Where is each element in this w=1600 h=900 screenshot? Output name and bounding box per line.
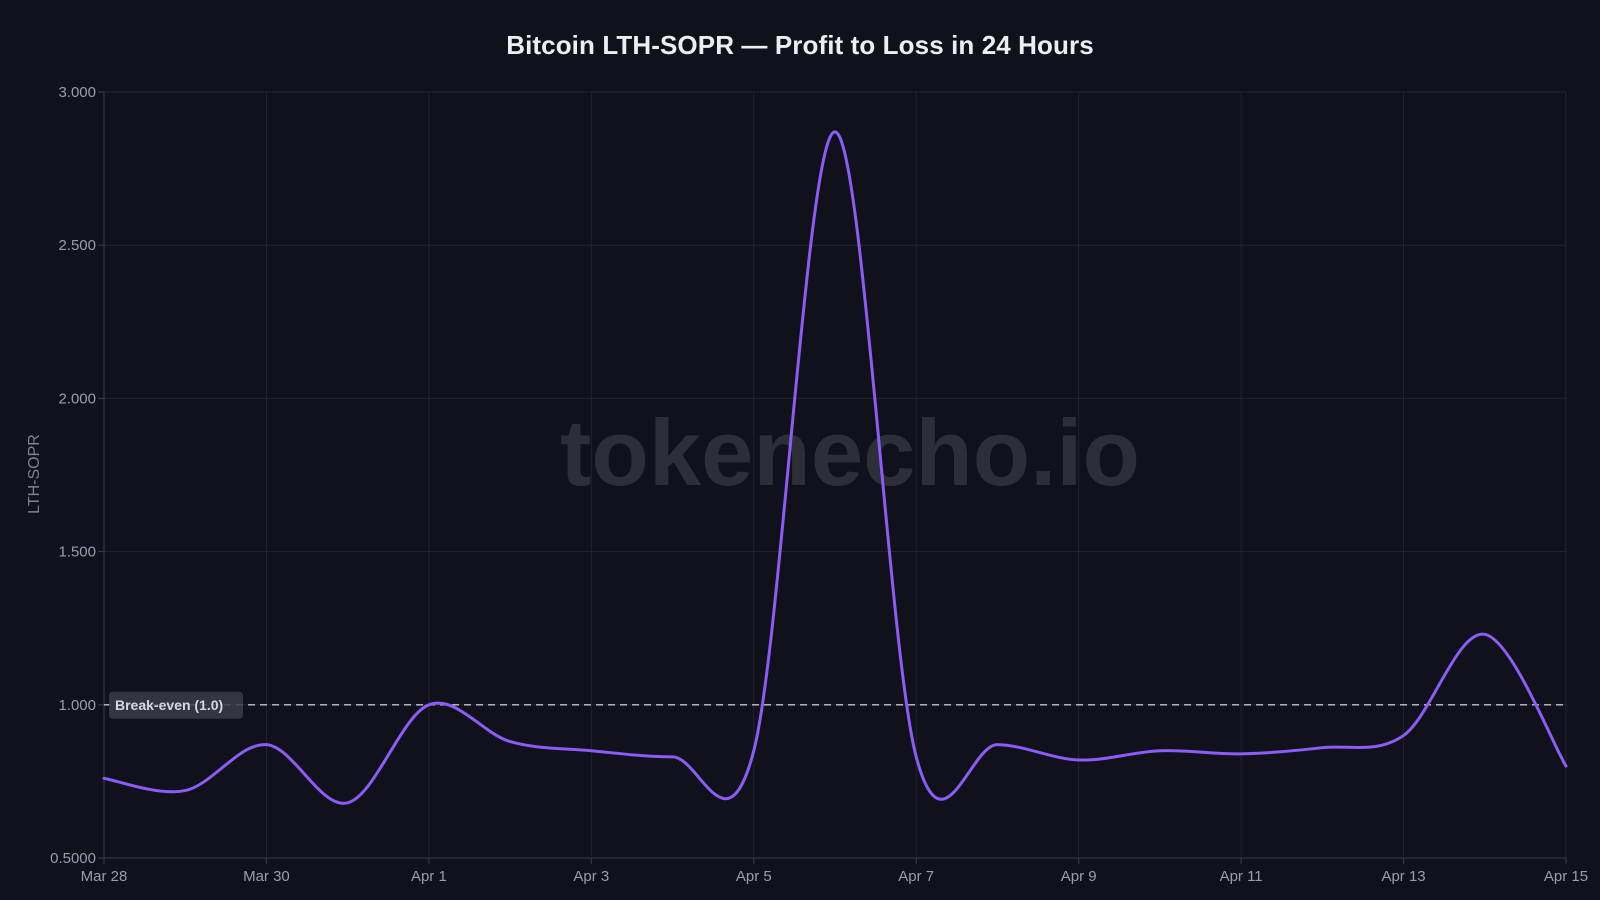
x-tick-label: Apr 15: [1544, 868, 1588, 885]
y-tick-label: 1.000: [58, 697, 96, 714]
y-tick-label: 1.500: [58, 544, 96, 561]
y-tick-label: 2.000: [58, 390, 96, 407]
break-even-label-box: [109, 691, 243, 719]
break-even-label: Break-even (1.0): [115, 697, 223, 713]
x-tick-label: Mar 30: [243, 868, 290, 885]
y-axis-label: LTH-SOPR: [26, 434, 43, 514]
x-tick-label: Apr 3: [573, 868, 609, 885]
x-tick-label: Apr 13: [1381, 868, 1425, 885]
y-tick-label: 3.000: [58, 84, 96, 101]
x-tick-label: Apr 9: [1061, 868, 1097, 885]
chart-title: Bitcoin LTH-SOPR — Profit to Loss in 24 …: [506, 30, 1094, 60]
x-tick-label: Apr 7: [898, 868, 934, 885]
plot-area: [104, 92, 1566, 858]
x-tick-label: Apr 5: [736, 868, 772, 885]
y-tick-label: 0.5000: [50, 850, 96, 867]
watermark: tokenecho.io: [560, 400, 1140, 505]
y-tick-label: 2.500: [58, 237, 96, 254]
x-tick-label: Apr 1: [411, 868, 447, 885]
x-tick-label: Mar 28: [81, 868, 128, 885]
x-tick-label: Apr 11: [1220, 868, 1263, 885]
